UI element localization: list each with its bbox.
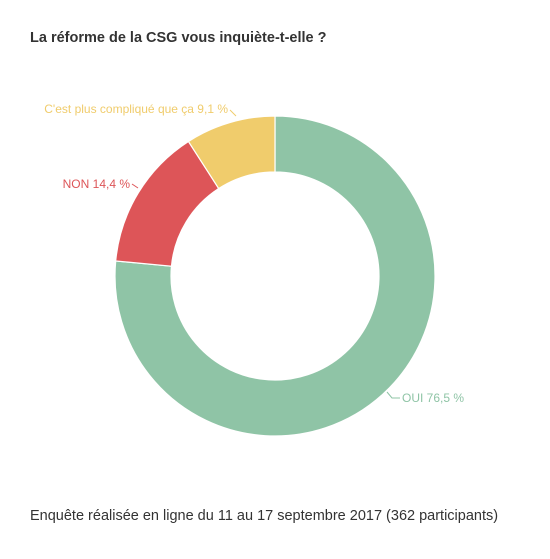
donut-slice-oui[interactable] bbox=[114, 115, 436, 437]
chart-title: La réforme de la CSG vous inquiète-t-ell… bbox=[30, 30, 327, 46]
slice-label: C'est plus compliqué que ça 9,1 % bbox=[44, 102, 228, 116]
slice-label: NON 14,4 % bbox=[63, 177, 131, 191]
chart-footer: Enquête réalisée en ligne du 11 au 17 se… bbox=[30, 508, 499, 524]
slice-label: OUI 76,5 % bbox=[402, 391, 464, 405]
leader-line bbox=[131, 183, 139, 189]
leader-line bbox=[229, 109, 237, 117]
donut-slice-c-est-plus-compliqu-que-a[interactable] bbox=[187, 115, 276, 190]
leader-line bbox=[386, 391, 400, 399]
